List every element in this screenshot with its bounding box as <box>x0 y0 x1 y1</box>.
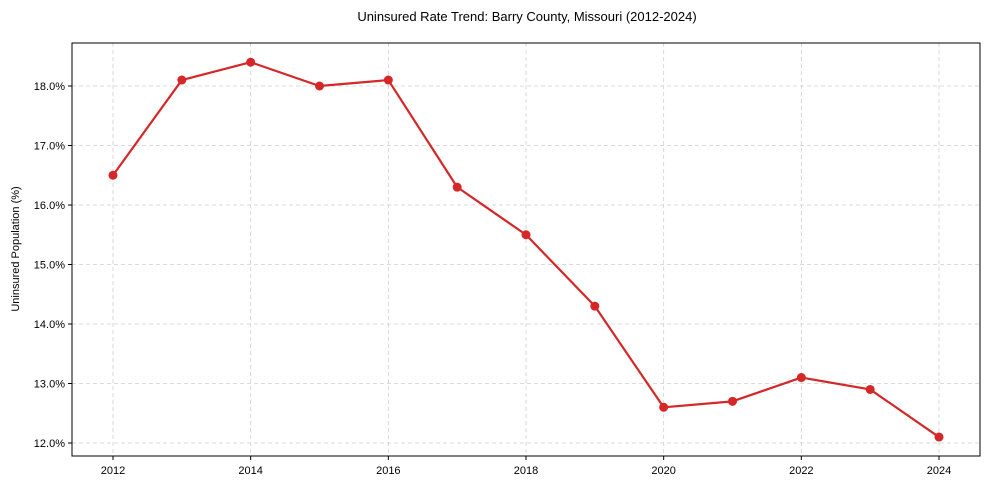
x-axis: 2012 2014 2016 2018 2020 2022 2024 <box>101 456 951 477</box>
data-point-marker <box>452 182 462 192</box>
x-tick-label: 2012 <box>101 465 125 477</box>
y-tick-label: 17.0% <box>34 141 65 153</box>
data-point-marker <box>934 432 944 442</box>
data-point-marker <box>590 301 600 311</box>
data-point-marker <box>659 402 669 412</box>
data-point-marker <box>315 81 324 91</box>
y-tick-label: 13.0% <box>34 379 65 391</box>
data-point-marker <box>177 75 187 85</box>
x-tick-label: 2022 <box>789 465 813 477</box>
y-tick-label: 14.0% <box>34 319 65 331</box>
x-tick-label: 2024 <box>927 465 951 477</box>
data-point-marker <box>728 396 737 406</box>
data-point-marker <box>246 57 256 67</box>
y-tick-label: 12.0% <box>34 438 65 450</box>
data-point-marker <box>108 170 118 180</box>
y-axis-label: Uninsured Population (%) <box>10 186 22 311</box>
x-tick-label: 2020 <box>651 465 675 477</box>
x-tick-label: 2016 <box>376 465 400 477</box>
y-tick-label: 16.0% <box>34 200 65 212</box>
chart-title: Uninsured Rate Trend: Barry County, Miss… <box>357 9 696 24</box>
y-axis: 12.0% 13.0% 14.0% 15.0% 16.0% 17.0% 18.0% <box>34 81 72 450</box>
x-tick-label: 2014 <box>238 465 262 477</box>
x-tick-label: 2018 <box>514 465 538 477</box>
y-tick-label: 18.0% <box>34 81 65 93</box>
data-point-marker <box>865 384 875 394</box>
data-point-marker <box>796 373 806 383</box>
grid-lines <box>72 43 980 456</box>
data-series <box>108 57 944 442</box>
y-tick-label: 15.0% <box>34 260 65 272</box>
data-point-marker <box>521 230 531 240</box>
data-point-marker <box>383 75 393 85</box>
